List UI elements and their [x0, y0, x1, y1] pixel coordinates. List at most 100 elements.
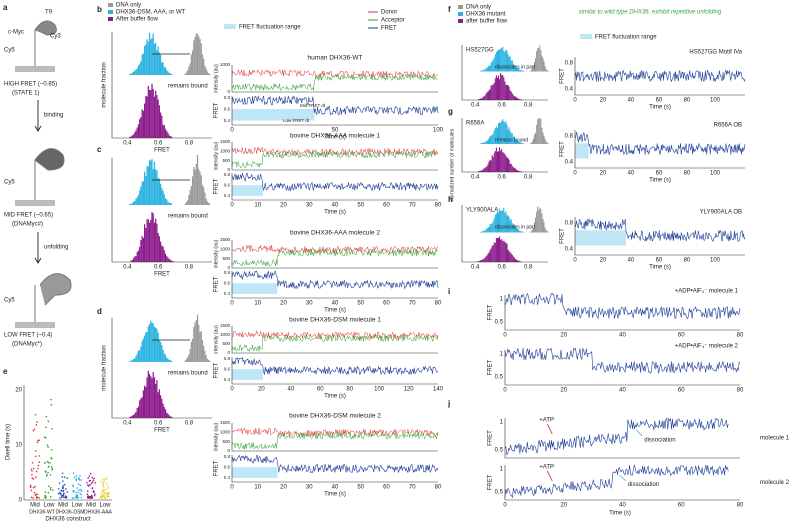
histogram-bar — [511, 60, 513, 72]
histogram-bar — [164, 67, 167, 75]
y-tick-label: 0 — [227, 265, 230, 270]
histogram-bar — [137, 406, 140, 418]
panel-name: HS527GG — [466, 48, 494, 54]
histogram-bar — [491, 84, 493, 100]
dwell-point — [88, 496, 91, 499]
histogram-bar — [502, 241, 504, 262]
histogram-bar — [520, 261, 522, 262]
histogram-bar — [511, 165, 513, 172]
y-tick-label: 0 — [227, 167, 230, 172]
histogram-bar — [499, 236, 501, 262]
schematic-label: MID FRET (~0.65) — [4, 213, 53, 219]
dwell-point — [46, 444, 49, 447]
x-tick-label: 30 — [306, 203, 313, 209]
histogram-bar — [203, 187, 205, 205]
histogram-bar — [530, 142, 532, 144]
histogram-bar — [487, 164, 489, 172]
dwell-point — [91, 481, 94, 483]
x-axis-label: Time (s) — [324, 394, 346, 400]
histogram-bar — [523, 70, 525, 72]
histogram-bar — [482, 231, 484, 233]
histogram-bar — [545, 68, 547, 72]
histogram-bar — [547, 143, 549, 144]
histogram-bar — [132, 71, 135, 75]
histogram-bar — [511, 254, 513, 262]
histogram-bar — [493, 82, 495, 100]
histogram-bar — [171, 74, 173, 75]
y-tick-label: 1000 — [220, 332, 231, 337]
dwell-point — [78, 489, 80, 491]
dwell-point — [34, 413, 37, 416]
histogram-bar — [510, 253, 512, 262]
dwell-point — [76, 494, 78, 496]
histogram-bar — [150, 39, 152, 75]
histogram-bar — [478, 260, 480, 262]
dwell-point — [47, 466, 50, 468]
trace — [231, 270, 439, 290]
histogram-bar — [167, 71, 169, 75]
dwell-point — [106, 483, 108, 485]
histogram-bar — [491, 155, 493, 172]
histogram-bar — [479, 143, 482, 144]
histogram-bar — [162, 190, 164, 205]
fluctuation-range — [232, 109, 315, 121]
dwell-point — [32, 467, 35, 470]
x-tick-label: 0 — [230, 203, 234, 209]
dwell-point — [29, 486, 32, 489]
dwell-point — [92, 490, 95, 492]
histogram-bar — [188, 195, 190, 205]
x-tick-label: 100 — [710, 98, 721, 104]
histogram-bar — [503, 121, 505, 144]
x-tick-label: 20 — [560, 333, 567, 339]
histogram-bar — [514, 226, 516, 233]
x-axis-label: Time (s) — [324, 492, 346, 498]
histogram-bar — [515, 97, 518, 100]
dwell-point — [94, 481, 97, 484]
histogram-bar — [482, 259, 484, 262]
histogram-bar — [541, 128, 543, 144]
histogram-bar — [515, 139, 518, 144]
trace — [504, 417, 729, 456]
histogram-bar — [535, 58, 537, 72]
dwell-point — [106, 492, 109, 494]
histogram-bar — [513, 96, 515, 100]
histogram-bar — [489, 224, 491, 233]
histogram-bar — [490, 223, 492, 233]
histogram-bar — [504, 241, 506, 262]
histogram-bar — [141, 397, 143, 418]
histogram-bar — [479, 70, 482, 72]
y-tick-label: 0.8 — [224, 270, 231, 275]
legend-swatch — [108, 3, 113, 7]
x-tick-label: 60 — [317, 387, 324, 393]
histogram-bar — [520, 171, 522, 172]
dwell-point — [89, 472, 92, 475]
y-axis-label: Dwell time (s) — [6, 424, 12, 460]
histogram-bar — [163, 406, 165, 418]
histogram-bar — [151, 322, 153, 362]
histogram-bar — [187, 70, 189, 75]
histogram-bar — [495, 52, 497, 72]
histogram-bar — [160, 341, 162, 362]
dwell-point — [86, 481, 88, 484]
histogram-bar — [141, 341, 143, 362]
dwell-point — [63, 492, 65, 495]
dwell-point — [92, 479, 95, 482]
dwell-point — [100, 480, 102, 483]
histogram-bar — [164, 253, 167, 262]
y-tick-label: 0 — [19, 498, 23, 504]
dwell-point — [105, 493, 107, 495]
dwell-point — [34, 494, 37, 496]
fluctuation-range — [232, 185, 263, 196]
x-axis-label: Time (s) — [649, 105, 671, 111]
histogram-bar — [200, 43, 202, 75]
histogram-bar — [490, 248, 492, 262]
dwell-point — [33, 491, 36, 494]
x-tick-label: 80 — [684, 98, 691, 104]
histogram-bar — [487, 91, 489, 100]
histogram-bar — [134, 358, 136, 362]
histogram-bar — [508, 159, 510, 172]
histogram-bar — [504, 122, 506, 144]
dwell-point — [86, 496, 89, 499]
histogram-bar — [192, 50, 194, 75]
histogram-bar — [187, 200, 189, 205]
